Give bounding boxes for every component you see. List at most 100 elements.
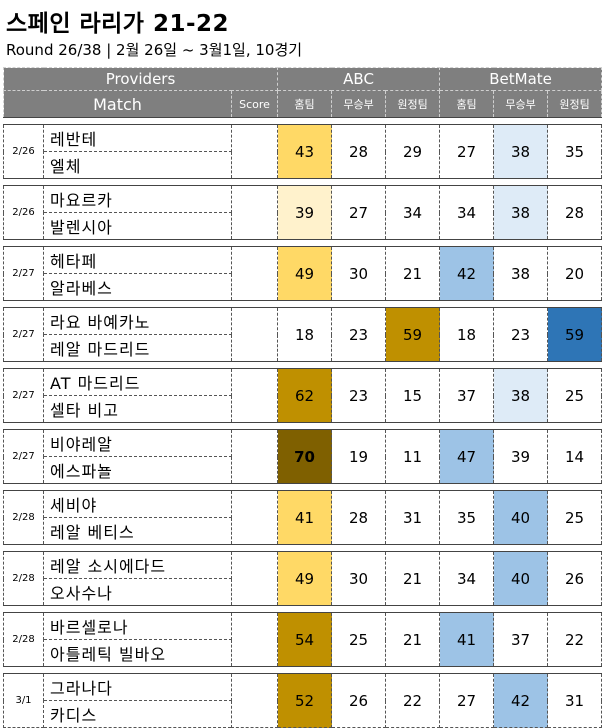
home-team: 라요 바예카노: [43, 307, 232, 335]
row-separator: [3, 605, 602, 613]
match-row-away: 레알 마드리드: [4, 334, 602, 362]
betmate-away-value: 26: [547, 551, 603, 606]
abc-away-value: 21: [385, 551, 441, 606]
abc-home-value: 54: [277, 612, 333, 667]
betmate-home-value: 18: [439, 307, 495, 362]
abc-draw-value: 23: [331, 368, 387, 423]
abc-away-value: 11: [385, 429, 441, 484]
betmate-home-header: 홈팀: [439, 90, 495, 118]
row-separator-cell: [3, 544, 602, 552]
score-header: Score: [230, 90, 279, 118]
match-score: [230, 246, 279, 301]
match-score: [230, 551, 279, 606]
abc-home-value: 41: [277, 490, 333, 545]
match-row-away: 에스파뇰: [4, 456, 602, 484]
away-team: 발렌시아: [43, 212, 232, 240]
abc-draw-value: 30: [331, 246, 387, 301]
abc-home-value: 18: [277, 307, 333, 362]
abc-away-value: 15: [385, 368, 441, 423]
away-team: 레알 베티스: [43, 517, 232, 545]
row-separator-cell: [3, 422, 602, 430]
match-date: 2/28: [3, 551, 44, 606]
match-header: Match: [3, 90, 232, 118]
abc-draw-value: 30: [331, 551, 387, 606]
match-score: [230, 490, 279, 545]
table-header: Providers ABC BetMate Match Score 홈팀 무승부…: [2, 67, 603, 118]
match-score: [230, 429, 279, 484]
away-team: 오사수나: [43, 578, 232, 606]
row-separator-cell: [3, 361, 602, 369]
row-separator: [3, 666, 602, 674]
betmate-draw-value: 40: [493, 551, 549, 606]
betmate-draw-value: 42: [493, 673, 549, 728]
match-row: 2/27 라요 바예카노 18 23 59 18 23 59: [3, 307, 603, 362]
abc-draw-value: 19: [331, 429, 387, 484]
match-score: [230, 307, 279, 362]
betmate-home-value: 34: [439, 551, 495, 606]
away-team: 셀타 비고: [43, 395, 232, 423]
provider-abc-header: ABC: [277, 67, 441, 91]
home-team: 레반테: [43, 124, 232, 152]
away-team: 알라베스: [43, 273, 232, 301]
betmate-home-value: 27: [439, 124, 495, 179]
home-team: 바르셀로나: [43, 612, 232, 640]
row-separator: [3, 239, 602, 247]
away-team: 레알 마드리드: [43, 334, 232, 362]
betmate-home-value: 37: [439, 368, 495, 423]
abc-draw-value: 26: [331, 673, 387, 728]
match-date: 2/27: [3, 429, 44, 484]
abc-home-header: 홈팀: [277, 90, 333, 118]
home-team: 세비야: [43, 490, 232, 518]
row-separator-cell: [3, 300, 602, 308]
odds-table-container: Providers ABC BetMate Match Score 홈팀 무승부…: [2, 67, 603, 728]
abc-home-value: 43: [277, 124, 333, 179]
betmate-away-value: 14: [547, 429, 603, 484]
abc-draw-value: 25: [331, 612, 387, 667]
match-row-away: 아틀레틱 빌바오: [4, 639, 602, 667]
home-team: 헤타페: [43, 246, 232, 274]
row-separator-cell: [3, 239, 602, 247]
match-rows: 2/26 레반테 43 28 29 27 38 35 엘체 2/26 마요르카 39 27 34 34 38 2…: [3, 117, 603, 728]
abc-draw-value: 28: [331, 124, 387, 179]
abc-away-value: 34: [385, 185, 441, 240]
match-row-away: 셀타 비고: [4, 395, 602, 423]
abc-draw-value: 27: [331, 185, 387, 240]
odds-table: Providers ABC BetMate Match Score 홈팀 무승부…: [2, 67, 603, 728]
betmate-away-header: 원정팀: [547, 90, 603, 118]
match-date: 2/28: [3, 490, 44, 545]
betmate-away-value: 28: [547, 185, 603, 240]
betmate-draw-value: 39: [493, 429, 549, 484]
abc-home-value: 52: [277, 673, 333, 728]
match-row: 2/28 세비야 41 28 31 35 40 25: [3, 490, 603, 545]
row-separator: [3, 178, 602, 186]
row-separator-cell: [3, 605, 602, 613]
betmate-draw-value: 40: [493, 490, 549, 545]
match-score: [230, 185, 279, 240]
match-row-away: 엘체: [4, 151, 602, 179]
match-date: 2/27: [3, 368, 44, 423]
match-row-away: 발렌시아: [4, 212, 602, 240]
match-row: 2/27 비야레알 70 19 11 47 39 14: [3, 429, 603, 484]
betmate-draw-value: 38: [493, 246, 549, 301]
abc-home-value: 49: [277, 246, 333, 301]
betmate-draw-value: 37: [493, 612, 549, 667]
betmate-home-value: 27: [439, 673, 495, 728]
betmate-away-value: 59: [547, 307, 603, 362]
away-team: 엘체: [43, 151, 232, 179]
betmate-draw-value: 38: [493, 185, 549, 240]
match-date: 2/28: [3, 612, 44, 667]
match-row: 2/27 AT 마드리드 62 23 15 37 38 25: [3, 368, 603, 423]
betmate-draw-value: 38: [493, 124, 549, 179]
match-row-away: 레알 베티스: [4, 517, 602, 545]
abc-home-value: 39: [277, 185, 333, 240]
betmate-away-value: 35: [547, 124, 603, 179]
abc-away-value: 22: [385, 673, 441, 728]
row-separator: [3, 361, 602, 369]
betmate-away-value: 25: [547, 368, 603, 423]
away-team: 에스파뇰: [43, 456, 232, 484]
match-score: [230, 124, 279, 179]
abc-away-value: 59: [385, 307, 441, 362]
match-row: 2/27 헤타페 49 30 21 42 38 20: [3, 246, 603, 301]
abc-home-value: 62: [277, 368, 333, 423]
betmate-draw-value: 23: [493, 307, 549, 362]
